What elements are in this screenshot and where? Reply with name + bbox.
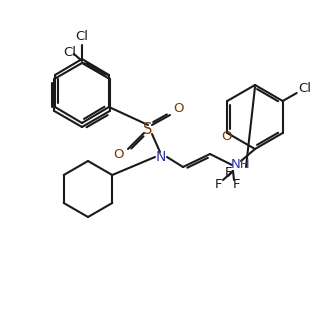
Text: S: S — [143, 121, 153, 137]
Text: F: F — [232, 178, 240, 191]
Text: F: F — [224, 166, 232, 179]
Text: N: N — [156, 150, 166, 164]
Text: O: O — [114, 148, 124, 161]
Text: Cl: Cl — [298, 82, 311, 95]
Text: F: F — [215, 178, 223, 191]
Text: O: O — [221, 131, 231, 144]
Text: Cl: Cl — [75, 30, 88, 43]
Text: O: O — [174, 102, 184, 115]
Text: NH: NH — [231, 158, 251, 171]
Text: Cl: Cl — [64, 47, 76, 60]
